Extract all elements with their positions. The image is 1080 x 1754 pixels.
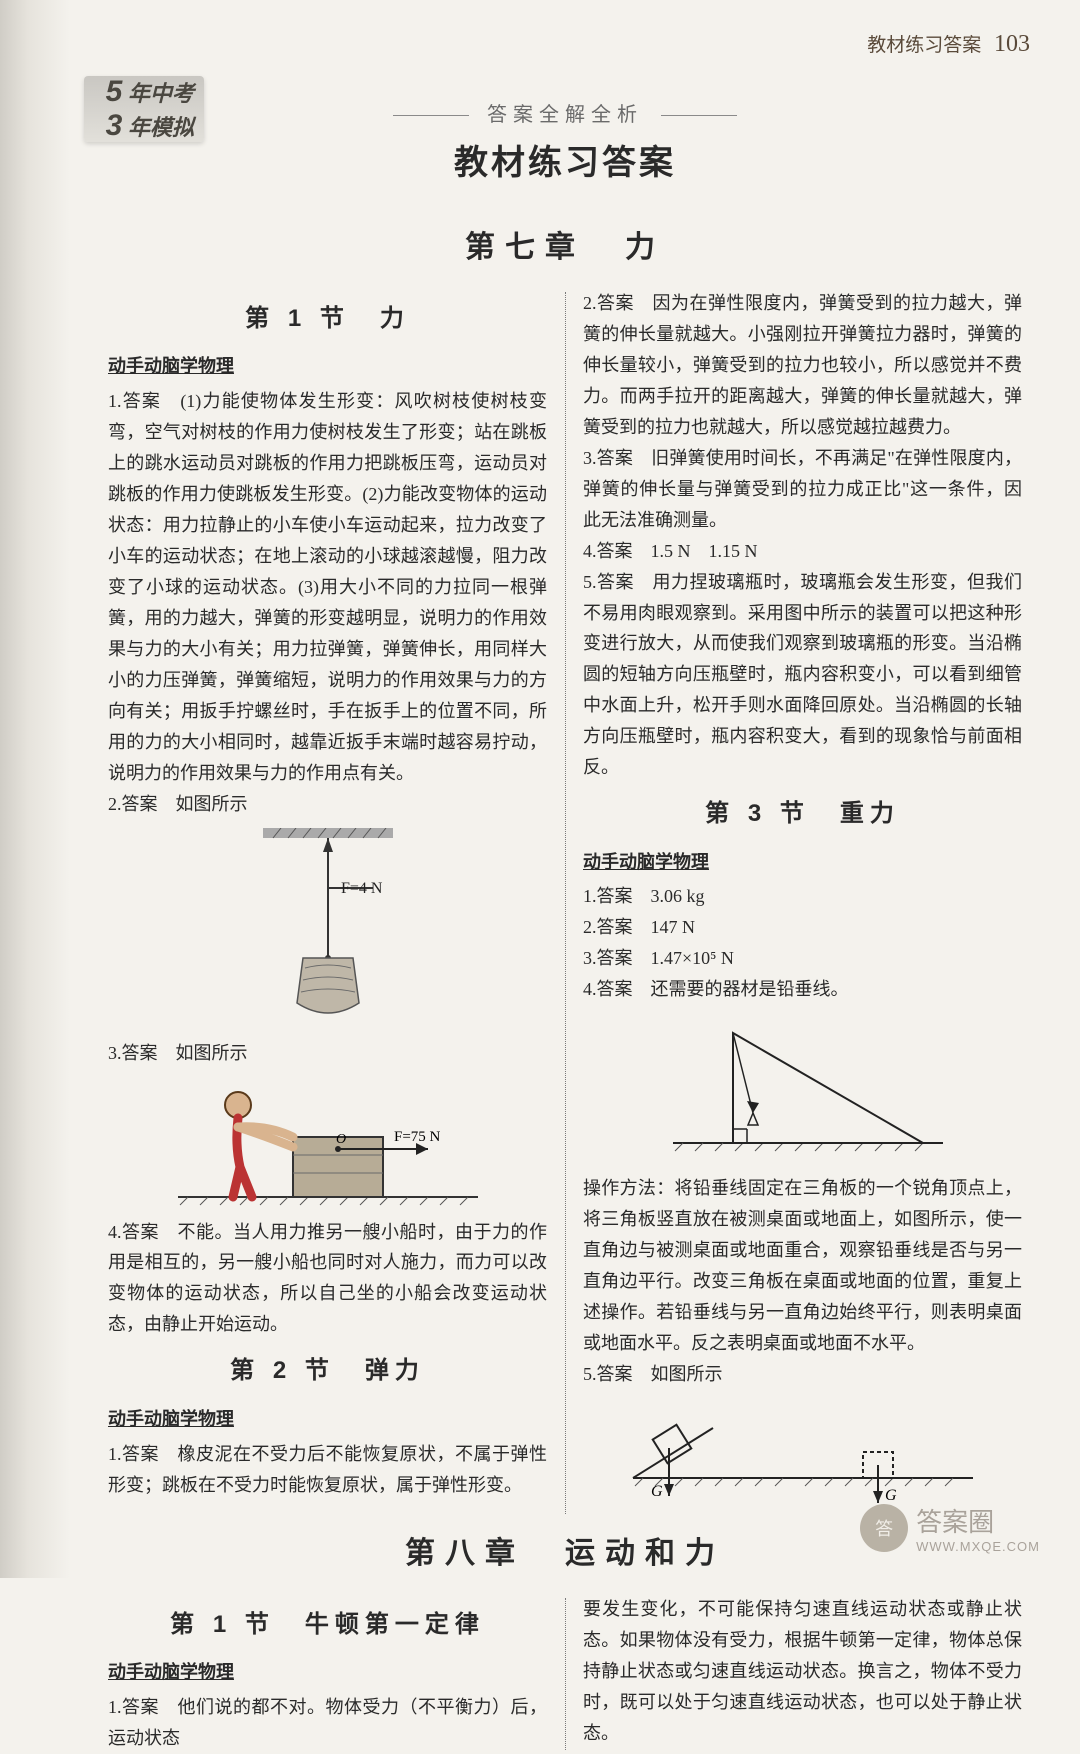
s2-q4: 4.答案 1.5 N 1.15 N — [583, 536, 1022, 567]
s1-q3: 3.答案 如图所示 — [108, 1038, 547, 1069]
s3-q4-body: 操作方法：将铅垂线固定在三角板的一个锐角顶点上，将三角板竖直放在被测桌面或地面上… — [583, 1173, 1022, 1359]
ch8-s1-q1: 1.答案 他们说的都不对。物体受力（不平衡力）后，运动状态 — [108, 1692, 547, 1754]
running-head-label: 教材练习答案 — [867, 35, 981, 56]
s1-q2: 2.答案 如图所示 — [108, 789, 547, 820]
section1-subhead: 动手动脑学物理 — [108, 351, 547, 382]
section3-title: 第 3 节 重力 — [583, 793, 1022, 834]
watermark-badge: 答 — [860, 1504, 908, 1552]
s3-q4-figure — [583, 1013, 1022, 1163]
main-title: 教材练习答案 — [90, 135, 1040, 184]
series-logo: 5年中考 3年模拟 — [84, 76, 204, 142]
svg-text:O: O — [336, 1132, 346, 1147]
s1-q2-figure: F=4 N O — [108, 828, 547, 1028]
ch8-s1-title: 第 1 节 牛顿第一定律 — [108, 1604, 547, 1645]
s2-q5: 5.答案 用力捏玻璃瓶时，玻璃瓶会发生形变，但我们不易用肉眼观察到。采用图中所示… — [583, 567, 1022, 784]
watermark-url: WWW.MXQE.COM — [916, 1539, 1040, 1554]
ch8-s1-cont: 要发生变化，不可能保持匀速直线运动状态或静止状态。如果物体没有受力，根据牛顿第一… — [583, 1594, 1022, 1749]
s1-q3-figure: O F=75 N — [108, 1077, 547, 1207]
s1-q1: 1.答案 (1)力能使物体发生形变：风吹树枝使树枝变弯，空气对树枝的作用力使树枝… — [108, 386, 547, 788]
section2-title: 第 2 节 弹力 — [108, 1350, 547, 1391]
s3-q4: 4.答案 还需要的器材是铅垂线。 — [583, 974, 1022, 1005]
chapter8-columns: 第 1 节 牛顿第一定律 动手动脑学物理 1.答案 他们说的都不对。物体受力（不… — [90, 1594, 1040, 1754]
ch8-left: 第 1 节 牛顿第一定律 动手动脑学物理 1.答案 他们说的都不对。物体受力（不… — [90, 1594, 565, 1754]
title-block: 5年中考 3年模拟 答案全解全析 教材练习答案 — [90, 84, 1040, 184]
svg-text:F=75 N: F=75 N — [394, 1129, 441, 1145]
scan-gutter — [0, 0, 70, 1578]
chapter7-columns: 第 1 节 力 动手动脑学物理 1.答案 (1)力能使物体发生形变：风吹树枝使树… — [90, 288, 1040, 1518]
watermark-text: 答案圈 — [916, 1502, 1040, 1539]
s3-q2: 2.答案 147 N — [583, 912, 1022, 943]
s2-q3: 3.答案 旧弹簧使用时间长，不再满足"在弹性限度内，弹簧的伸长量与弹簧受到的拉力… — [583, 443, 1022, 536]
ch8-s1-subhead: 动手动脑学物理 — [108, 1657, 547, 1688]
page: 教材练习答案 103 5年中考 3年模拟 答案全解全析 教材练习答案 第七章 力… — [70, 0, 1070, 1578]
running-head: 教材练习答案 103 — [90, 30, 1040, 58]
fig2-force-label: F=4 N — [341, 880, 383, 897]
section1-title: 第 1 节 力 — [108, 298, 547, 339]
right-column: 2.答案 因为在弹性限度内，弹簧受到的拉力越大，弹簧的伸长量就越大。小强刚拉开弹… — [565, 288, 1040, 1518]
s3-q1: 1.答案 3.06 kg — [583, 881, 1022, 912]
chapter7-title: 第七章 力 — [90, 222, 1040, 266]
s3-q5-figure: G G — [583, 1398, 1022, 1508]
ch8-right: 要发生变化，不可能保持匀速直线运动状态或静止状态。如果物体没有受力，根据牛顿第一… — [565, 1594, 1040, 1754]
s3-q3: 3.答案 1.47×10⁵ N — [583, 943, 1022, 974]
s2-q2: 2.答案 因为在弹性限度内，弹簧受到的拉力越大，弹簧的伸长量就越大。小强刚拉开弹… — [583, 288, 1022, 443]
left-column: 第 1 节 力 动手动脑学物理 1.答案 (1)力能使物体发生形变：风吹树枝使树… — [90, 288, 565, 1518]
svg-text:G: G — [651, 1483, 663, 1500]
section3-subhead: 动手动脑学物理 — [583, 847, 1022, 878]
page-number: 103 — [994, 31, 1030, 57]
column-divider-2 — [565, 1598, 566, 1750]
section2-subhead: 动手动脑学物理 — [108, 1404, 547, 1435]
s2-q1: 1.答案 橡皮泥在不受力后不能恢复原状，不属于弹性形变；跳板在不受力时能恢复原状… — [108, 1439, 547, 1501]
s1-q4: 4.答案 不能。当人用力推另一艘小船时，由于力的作用是相互的，另一艘小船也同时对… — [108, 1217, 547, 1341]
s3-q5: 5.答案 如图所示 — [583, 1359, 1022, 1390]
column-divider — [565, 292, 566, 1514]
overline: 答案全解全析 — [90, 98, 1040, 127]
watermark: 答 答案圈 WWW.MXQE.COM — [860, 1502, 1040, 1554]
